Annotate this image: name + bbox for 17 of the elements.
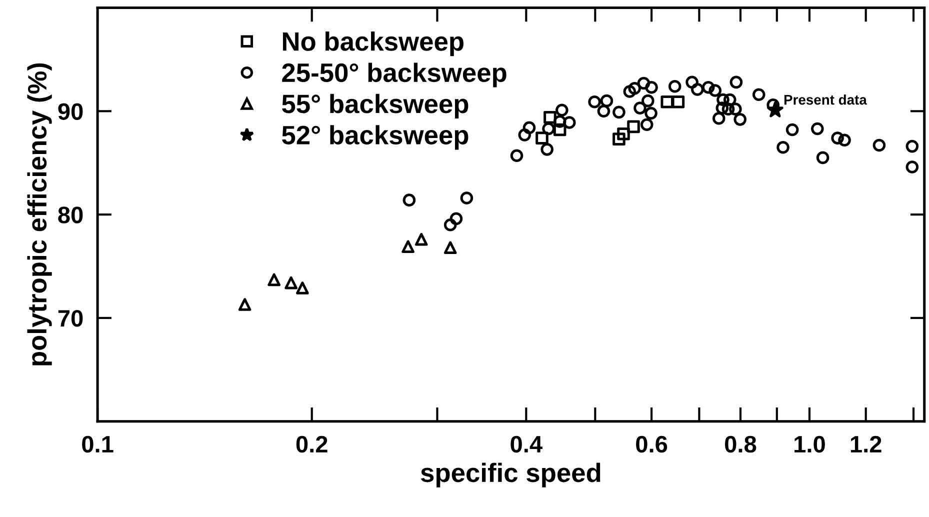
x-tick-label: 0.4: [510, 436, 542, 453]
y-tick-label: 70: [58, 310, 83, 327]
legend-label: 25-50° backsweep: [282, 62, 506, 88]
x-tick-label: 1.2: [850, 436, 882, 452]
x-tick-label: 0.6: [636, 436, 668, 453]
x-tick-label: 0.8: [725, 436, 756, 453]
legend-label: 52° backsweep: [282, 125, 468, 150]
y-axis-title: polytropic efficiency (%): [27, 63, 52, 366]
x-tick-label: 0.1: [82, 436, 114, 453]
x-axis-title: specific speed: [420, 462, 600, 488]
y-tick-label: 80: [58, 206, 83, 224]
x-tick-label: 1.0: [794, 436, 825, 453]
legend-label: No backsweep: [282, 32, 464, 56]
annotation: Present data: [784, 94, 867, 105]
x-tick-label: 0.2: [296, 436, 328, 453]
legend-label: 55° backsweep: [282, 94, 468, 118]
y-tick-label: 90: [58, 103, 83, 120]
